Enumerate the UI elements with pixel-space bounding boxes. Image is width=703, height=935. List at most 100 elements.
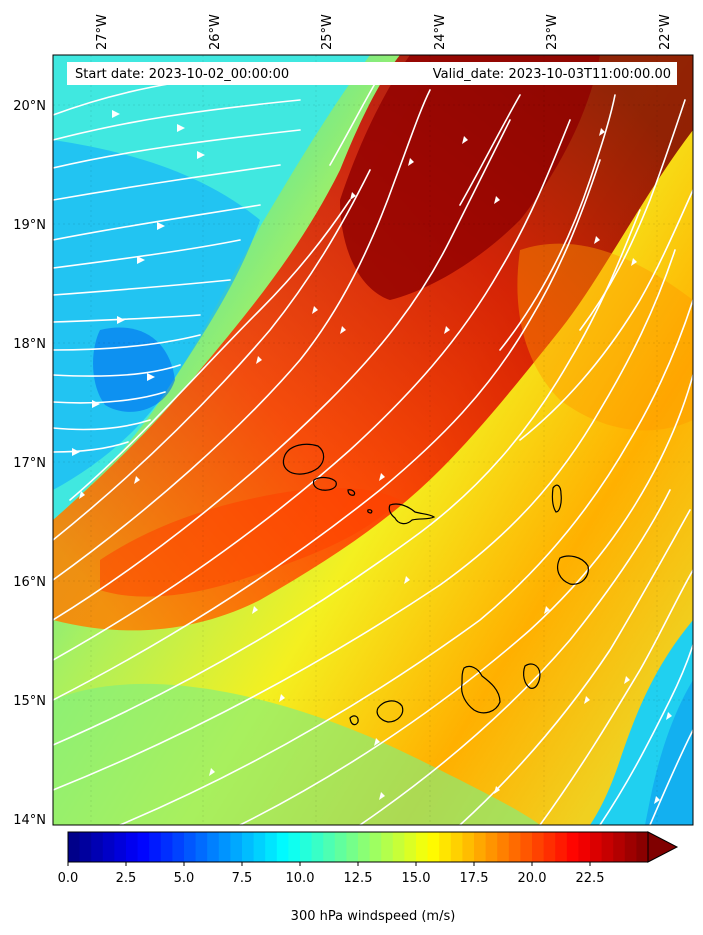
lat-label-20n: 20°N bbox=[13, 99, 46, 114]
island-santo-antao bbox=[282, 443, 325, 475]
colorbar-tick-label: 5.0 bbox=[174, 871, 195, 886]
lat-label-14n: 14°N bbox=[13, 813, 46, 828]
colorbar-segment bbox=[149, 832, 162, 862]
streamline-arrow bbox=[666, 712, 672, 720]
colorbar-segment bbox=[624, 832, 637, 862]
streamline bbox=[119, 299, 693, 825]
colorbar-segment bbox=[334, 832, 347, 862]
colorbar-ticks: 0.0 2.5 5.0 7.5 10.0 12.5 15.0 17.5 20.0 22.5 bbox=[58, 862, 604, 886]
colorbar-segment bbox=[91, 832, 104, 862]
streamline-arrow bbox=[379, 792, 385, 800]
streamline bbox=[539, 569, 693, 825]
jet-stream-south-branch bbox=[100, 488, 400, 597]
longitude-labels: 27°W 26°W 25°W 24°W 23°W 22°W bbox=[95, 14, 673, 50]
colorbar-tick-label: 7.5 bbox=[232, 871, 253, 886]
colorbar-segment bbox=[520, 832, 533, 862]
island-sal bbox=[551, 484, 562, 513]
streamlines bbox=[53, 71, 693, 825]
colorbar-tick-label: 20.0 bbox=[518, 871, 547, 886]
streamline bbox=[649, 729, 693, 825]
island-brava bbox=[349, 715, 359, 726]
lon-label-25w: 25°W bbox=[320, 14, 335, 50]
island-fogo bbox=[376, 700, 404, 723]
colorbar-segment bbox=[160, 832, 173, 862]
colorbar-segment bbox=[392, 832, 405, 862]
island-sao-vicente bbox=[312, 476, 337, 491]
valid-date-label: Valid_date: 2023-10-03T11:00:00.00 bbox=[433, 67, 671, 82]
streamline-arrow bbox=[177, 124, 185, 132]
island-maio bbox=[523, 663, 541, 689]
streamline bbox=[239, 374, 693, 825]
streamline-arrow bbox=[408, 158, 414, 166]
colorbar-segment bbox=[288, 832, 301, 862]
colorbar-segment bbox=[636, 832, 649, 862]
colorbar-segment bbox=[323, 832, 336, 862]
streamline-arrow bbox=[256, 356, 262, 364]
streamline bbox=[53, 159, 601, 701]
streamline bbox=[69, 199, 351, 501]
colorbar-segment bbox=[218, 832, 231, 862]
colorbar-segment bbox=[578, 832, 591, 862]
island-santiago bbox=[461, 665, 501, 714]
colorbar-tick-label: 10.0 bbox=[286, 871, 315, 886]
map-panel: Start date: 2023-10-02_00:00:00 Valid_da… bbox=[53, 55, 693, 825]
streamline bbox=[53, 164, 281, 201]
streamline bbox=[499, 94, 616, 351]
colorbar: 0.0 2.5 5.0 7.5 10.0 12.5 15.0 17.5 20.0 22.5 300… bbox=[58, 831, 679, 924]
streamline-arrow bbox=[494, 786, 500, 794]
streamline-arrow bbox=[494, 196, 500, 204]
streamline-arrow bbox=[350, 192, 356, 200]
colorbar-segment bbox=[462, 832, 475, 862]
colorbar-segment bbox=[566, 832, 579, 862]
streamline-arrow bbox=[137, 256, 145, 264]
colorbar-segment bbox=[485, 832, 498, 862]
streamline-arrow bbox=[374, 738, 380, 746]
streamline-arrow bbox=[134, 476, 140, 484]
colorbar-segment bbox=[79, 832, 92, 862]
streamline-arrow bbox=[462, 136, 468, 144]
lat-label-19n: 19°N bbox=[13, 218, 46, 233]
colorbar-segment bbox=[369, 832, 382, 862]
streamline bbox=[459, 94, 521, 206]
map-frame bbox=[52, 54, 694, 826]
streamline-arrow bbox=[279, 694, 285, 702]
streamline-arrow bbox=[92, 400, 100, 408]
streamline bbox=[459, 509, 691, 825]
colorbar-tick-label: 15.0 bbox=[402, 871, 431, 886]
colorbar-segment bbox=[195, 832, 208, 862]
streamline-arrow bbox=[624, 676, 630, 684]
colorbar-segment bbox=[601, 832, 614, 862]
streamline bbox=[53, 249, 676, 791]
colorbar-segment bbox=[555, 832, 568, 862]
colorbar-segments bbox=[68, 832, 649, 862]
colorbar-label: 300 hPa windspeed (m/s) bbox=[291, 909, 456, 924]
streamline-arrow bbox=[112, 110, 120, 118]
streamline bbox=[53, 99, 301, 141]
streamline-arrow bbox=[252, 606, 258, 614]
colorbar-segment bbox=[137, 832, 150, 862]
streamline bbox=[53, 129, 301, 169]
latitude-labels: 20°N 19°N 18°N 17°N 16°N 15°N 14°N bbox=[13, 99, 46, 828]
streamline bbox=[53, 391, 166, 404]
jet-core-max bbox=[340, 55, 600, 300]
colorbar-segment bbox=[532, 832, 545, 862]
colorbar-segment bbox=[265, 832, 278, 862]
colorbar-segment bbox=[404, 832, 417, 862]
streamline-arrow bbox=[631, 258, 637, 266]
colorbar-segment bbox=[358, 832, 371, 862]
streamline-arrow bbox=[404, 576, 410, 584]
colorbar-segment bbox=[242, 832, 255, 862]
streamline bbox=[519, 189, 693, 441]
colorbar-segment bbox=[276, 832, 289, 862]
lat-label-16n: 16°N bbox=[13, 575, 46, 590]
colorbar-tick-label: 2.5 bbox=[116, 871, 137, 886]
colorbar-segment bbox=[253, 832, 266, 862]
colorbar-segment bbox=[613, 832, 626, 862]
lon-label-27w: 27°W bbox=[95, 14, 110, 50]
streamline bbox=[359, 489, 671, 825]
streamline bbox=[53, 314, 201, 323]
island-sao-nicolau bbox=[388, 503, 436, 525]
colorbar-segment bbox=[346, 832, 359, 862]
colorbar-segment bbox=[439, 832, 452, 862]
colorbar-segment bbox=[230, 832, 243, 862]
